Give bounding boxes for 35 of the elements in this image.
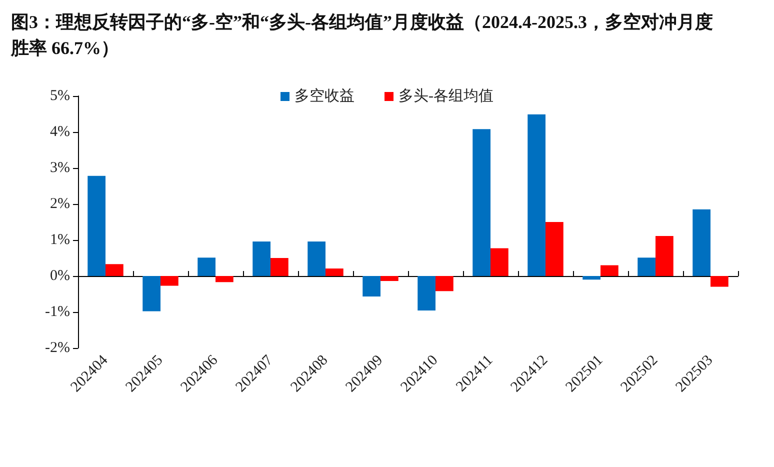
bar [198, 258, 216, 276]
bar [252, 241, 270, 276]
y-tick-label: 3% [50, 160, 70, 176]
bar [216, 276, 234, 282]
y-tick-label: 2% [50, 196, 70, 212]
bar [582, 276, 600, 280]
bar [490, 248, 508, 276]
bar [362, 276, 380, 297]
y-tick-label: -2% [45, 340, 70, 356]
legend-label: 多空收益 [294, 88, 354, 104]
bar [600, 265, 618, 276]
bar [326, 268, 344, 276]
bar [656, 236, 674, 276]
bar [380, 276, 398, 282]
y-tick-label: 5% [50, 88, 70, 104]
bar [308, 241, 326, 276]
bar [418, 276, 436, 311]
bar [106, 264, 124, 276]
y-tick-label: 0% [50, 268, 70, 284]
y-tick-label: 4% [50, 124, 70, 140]
bar [710, 276, 728, 287]
bar [270, 258, 288, 276]
bar [546, 222, 564, 276]
bar [528, 114, 546, 276]
bar [160, 276, 178, 286]
y-tick-label: 1% [50, 232, 70, 248]
y-tick-label: -1% [45, 304, 70, 320]
bar [88, 176, 106, 276]
bar [692, 209, 710, 276]
legend-label: 多头-各组均值 [398, 88, 494, 104]
bar [436, 276, 454, 292]
bar [638, 258, 656, 276]
chart-title: 图3：理想反转因子的“多-空”和“多头-各组均值”月度收益（2024.4-2025.3，多空对冲月度胜率 66.7%） [10, 12, 713, 58]
bar [142, 276, 160, 312]
bar [472, 129, 490, 276]
